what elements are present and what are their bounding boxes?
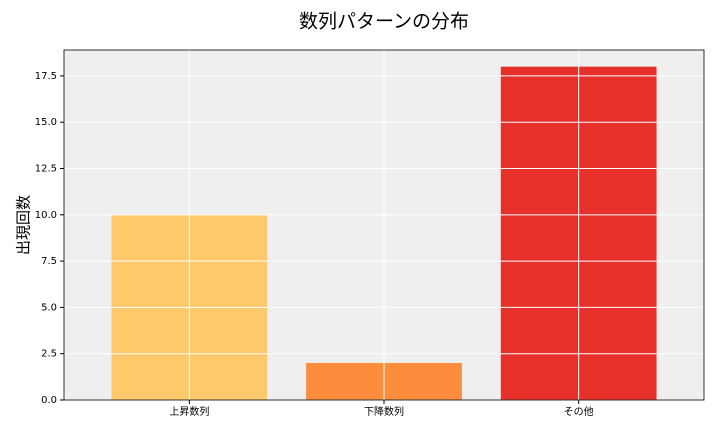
- plot-frame: [63, 49, 705, 401]
- y-tick-label: 7.5: [41, 256, 57, 267]
- x-tick-label: 上昇数列: [169, 405, 209, 418]
- y-tick-label: 2.5: [41, 349, 57, 360]
- y-axis-label: 出現回数: [15, 195, 33, 255]
- chart-title: 数列パターンの分布: [299, 11, 469, 33]
- y-tick-label: 15.0: [35, 117, 57, 128]
- x-tick-label: 下降数列: [364, 405, 404, 418]
- y-tick-label: 5.0: [41, 302, 57, 313]
- y-tick-label: 12.5: [35, 164, 57, 175]
- y-tick-label: 0.0: [41, 395, 57, 406]
- y-tick-label: 10.0: [35, 210, 57, 221]
- y-tick-label: 17.5: [35, 71, 57, 82]
- x-tick-label: その他: [564, 405, 594, 418]
